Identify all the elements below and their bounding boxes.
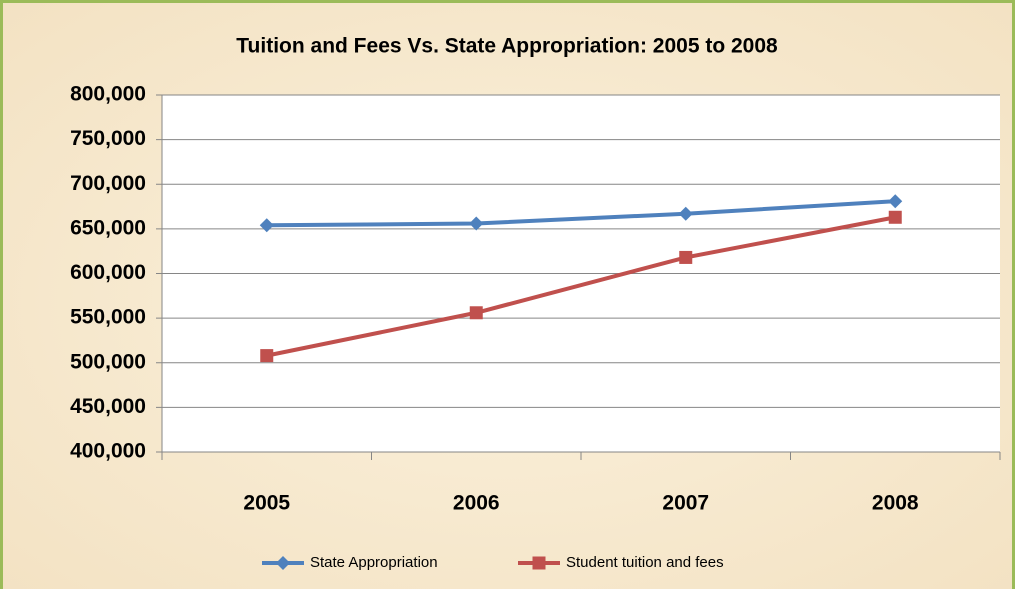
y-tick-label: 400,000 (70, 440, 146, 463)
y-tick-label: 650,000 (70, 216, 146, 239)
x-tick-label: 2006 (453, 492, 500, 515)
x-tick-label: 2008 (872, 492, 919, 515)
chart-title: Tuition and Fees Vs. State Appropriation… (236, 35, 778, 58)
legend-label: Student tuition and fees (566, 554, 724, 571)
marker (260, 349, 274, 363)
y-tick-label: 700,000 (70, 172, 146, 195)
marker (469, 306, 483, 320)
marker (679, 250, 693, 264)
legend-marker (532, 556, 546, 570)
y-tick-label: 600,000 (70, 261, 146, 284)
marker (888, 194, 903, 209)
y-tick-label: 450,000 (70, 395, 146, 418)
marker (259, 218, 274, 233)
series-line (266, 199, 896, 228)
y-tick-label: 800,000 (70, 83, 146, 106)
y-tick-label: 750,000 (70, 127, 146, 150)
y-tick-label: 550,000 (70, 306, 146, 329)
legend-label: State Appropriation (310, 554, 438, 571)
y-tick-label: 500,000 (70, 350, 146, 373)
marker (469, 216, 484, 231)
x-tick-label: 2007 (662, 492, 709, 515)
series-line (266, 215, 896, 358)
marker (888, 210, 902, 224)
x-tick-label: 2005 (243, 492, 290, 515)
legend-marker (276, 556, 290, 570)
marker (678, 206, 693, 221)
